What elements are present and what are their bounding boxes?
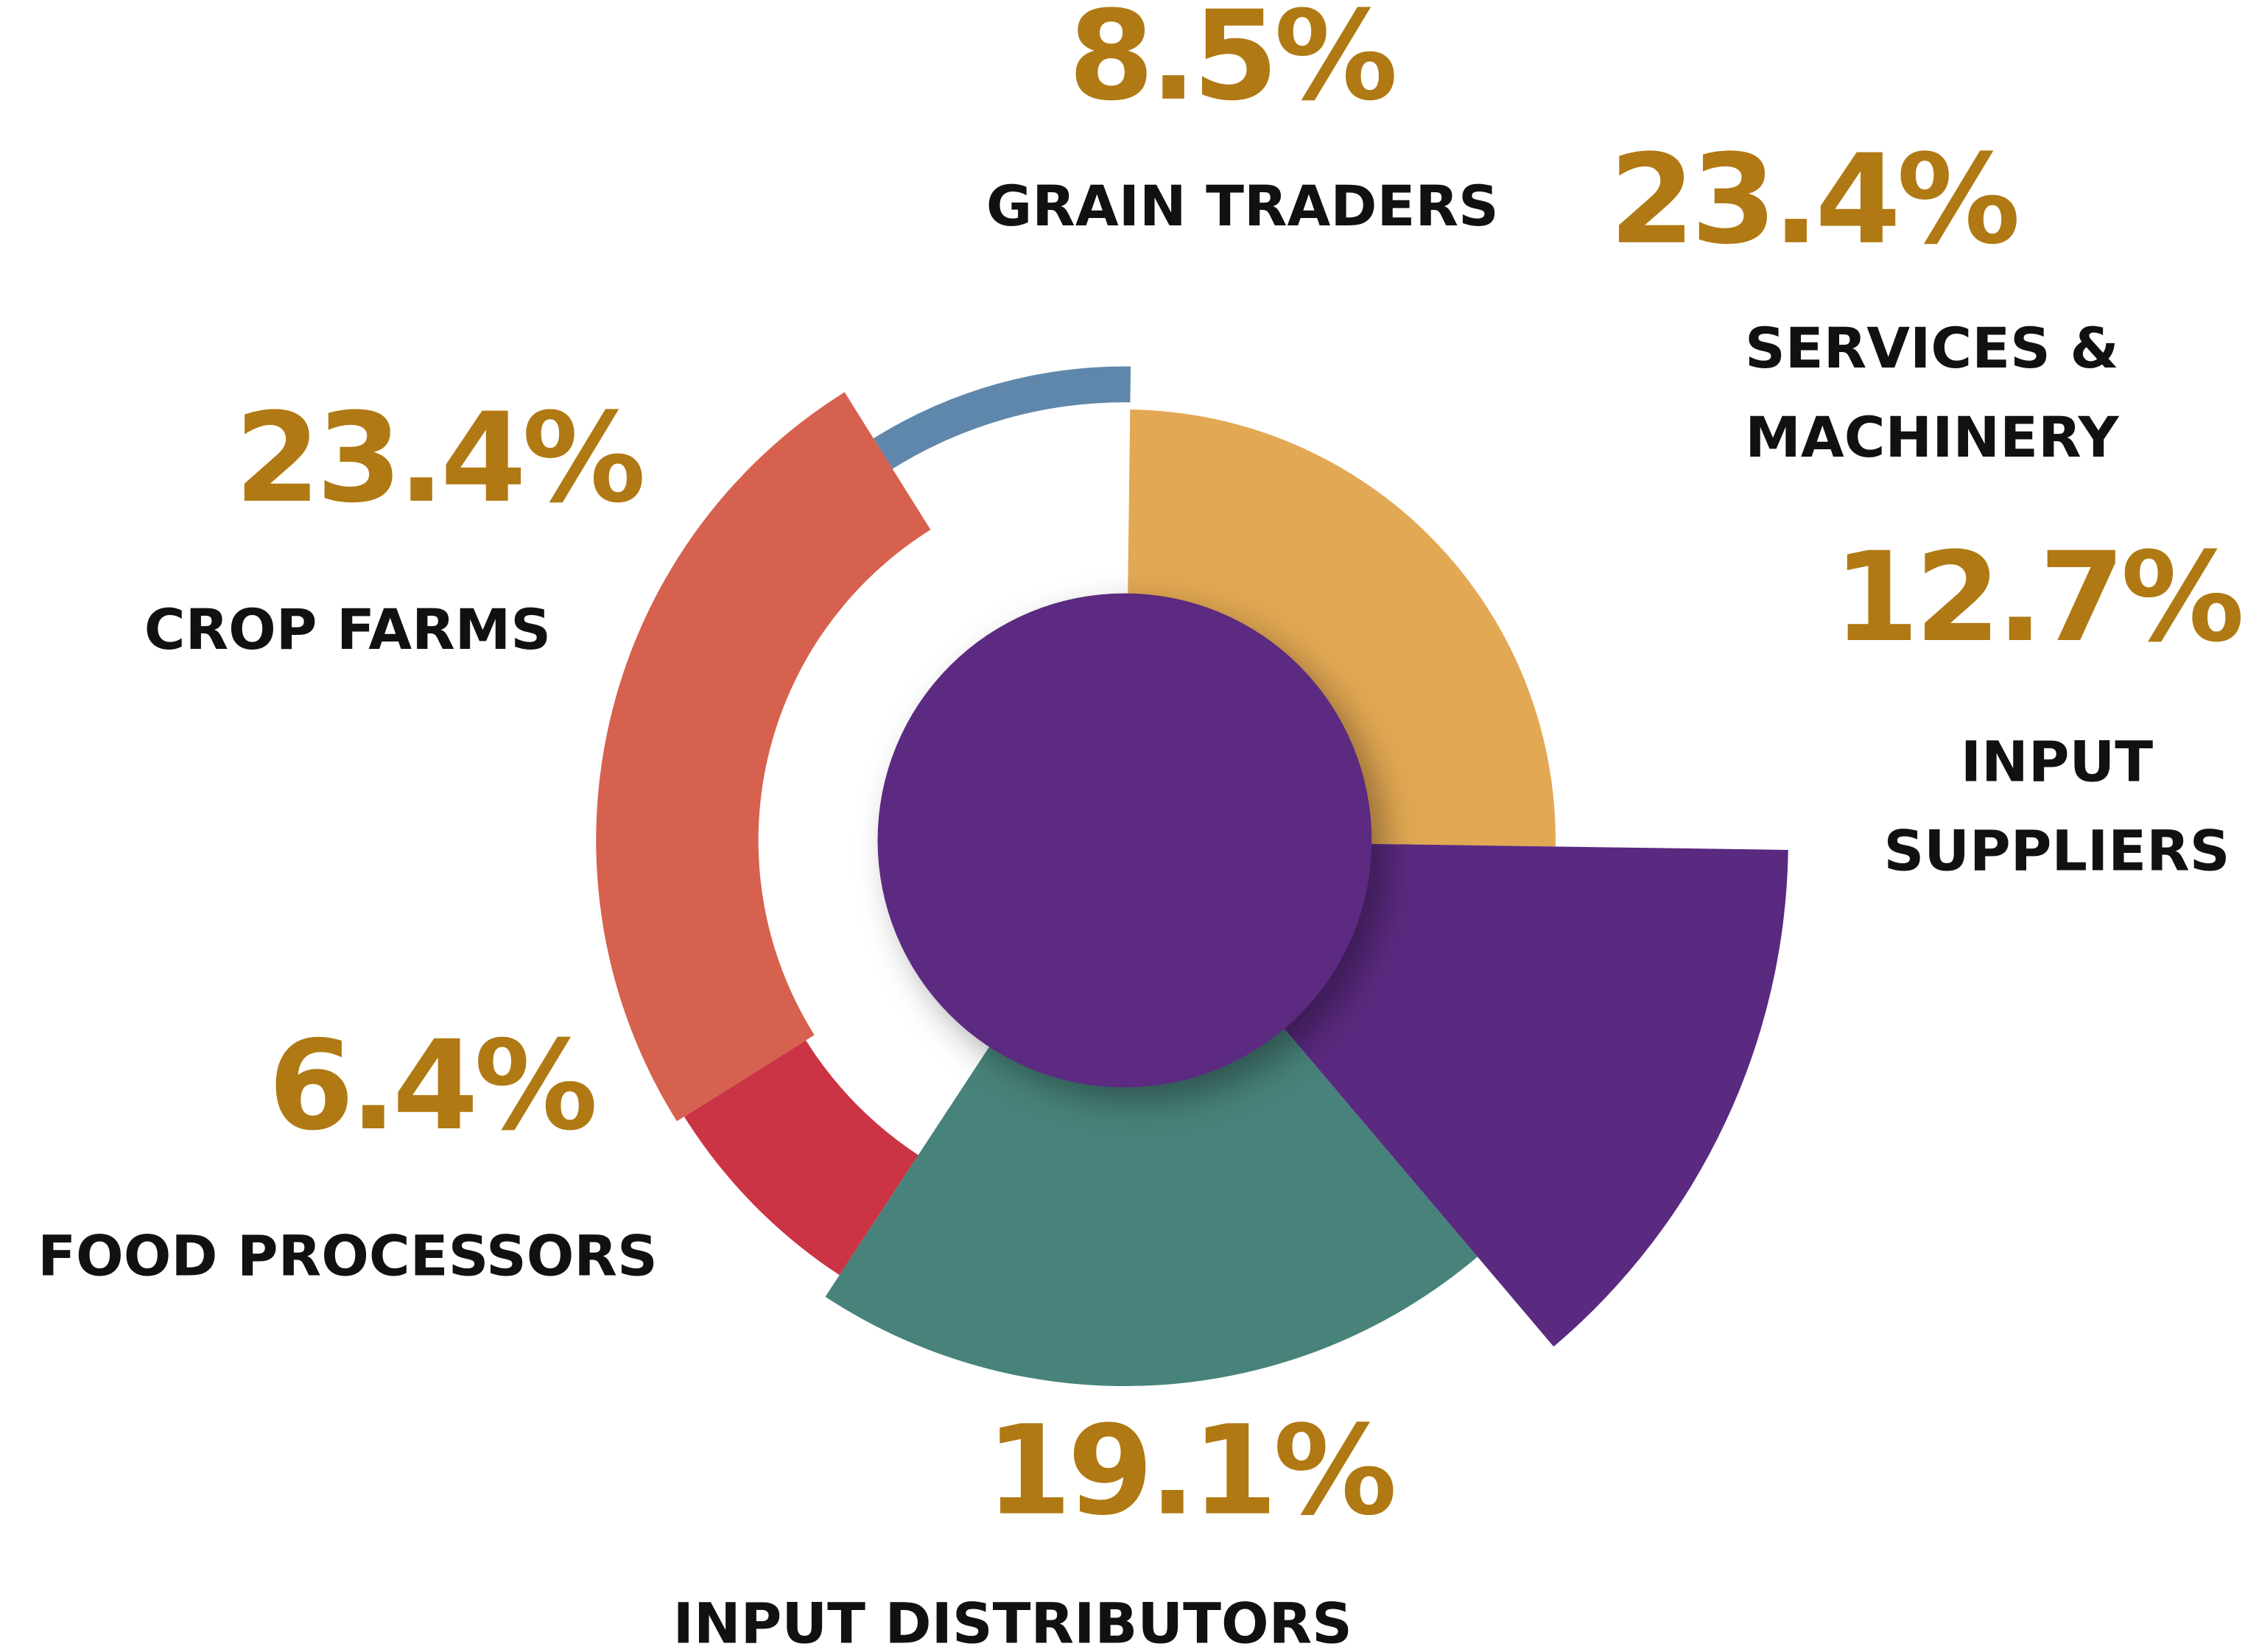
value-label: 12.7% (1833, 525, 2241, 669)
category-label: INPUT DISTRIBUTORS (673, 1591, 1352, 1652)
center-circle (877, 593, 1372, 1088)
value-label: 23.4% (1609, 127, 2017, 272)
slice (825, 840, 1478, 1387)
category-label: CROP FARMS (144, 597, 551, 662)
slice (596, 392, 931, 1122)
value-label: 23.4% (235, 386, 642, 530)
category-label: INPUT SUPPLIERS (1884, 729, 2230, 884)
value-label: 19.1% (986, 1399, 1393, 1543)
category-label: GRAIN TRADERS (986, 173, 1499, 239)
slice (684, 1040, 918, 1276)
value-label: 6.4% (268, 1013, 594, 1158)
category-label: SERVICES & MACHINERY (1745, 315, 2119, 470)
category-label: FOOD PROCESSORS (38, 1223, 658, 1288)
slice (873, 366, 1131, 469)
value-label: 8.5% (1068, 0, 1394, 128)
